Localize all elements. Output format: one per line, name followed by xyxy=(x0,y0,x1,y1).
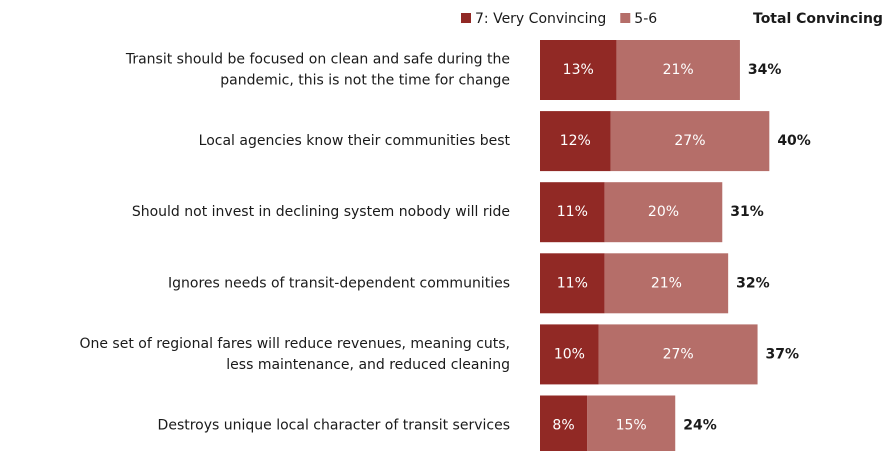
totals-header: Total Convincing xyxy=(753,11,883,27)
value-label: 27% xyxy=(674,133,705,149)
category-label: Local agencies know their communities be… xyxy=(199,133,511,149)
bar-segment xyxy=(540,324,599,385)
value-label: 12% xyxy=(560,133,591,149)
value-label: 15% xyxy=(616,418,647,434)
bar-segment xyxy=(540,395,588,451)
bar-segment xyxy=(540,111,611,172)
value-label: 11% xyxy=(557,204,588,220)
value-label: 21% xyxy=(651,275,682,291)
bar-segment xyxy=(587,395,676,451)
category-label: Should not invest in declining system no… xyxy=(132,204,510,220)
total-label: 37% xyxy=(766,346,800,362)
bar-segment xyxy=(540,182,605,243)
category-label: Transit should be focused on clean and s… xyxy=(125,52,510,68)
category-label: pandemic, this is not the time for chang… xyxy=(220,73,510,89)
category-label: One set of regional fares will reduce re… xyxy=(79,336,510,352)
value-label: 13% xyxy=(563,62,594,78)
value-label: 8% xyxy=(552,418,574,434)
total-label: 34% xyxy=(748,62,782,78)
legend-label: 7: Very Convincing xyxy=(475,11,606,27)
total-label: 24% xyxy=(683,418,717,434)
value-label: 10% xyxy=(554,346,585,362)
value-label: 11% xyxy=(557,275,588,291)
value-label: 21% xyxy=(663,62,694,78)
bar-segment xyxy=(604,182,723,243)
total-label: 31% xyxy=(730,204,764,220)
total-label: 32% xyxy=(736,275,770,291)
category-label: Ignores needs of transit-dependent commu… xyxy=(168,275,510,291)
bar-segment xyxy=(540,253,605,314)
bar-segment xyxy=(540,40,617,100)
bar-segment xyxy=(604,253,729,314)
category-label: Destroys unique local character of trans… xyxy=(158,418,510,434)
value-label: 20% xyxy=(648,204,679,220)
legend-label: 5-6 xyxy=(634,11,657,27)
legend-swatch xyxy=(461,13,471,23)
bar-segment xyxy=(616,40,740,100)
bar-segment xyxy=(610,111,770,172)
bar-segment xyxy=(598,324,758,385)
category-label: less maintenance, and reduced cleaning xyxy=(226,357,510,373)
value-label: 27% xyxy=(663,346,694,362)
total-label: 40% xyxy=(777,133,811,149)
legend-swatch xyxy=(620,13,631,23)
